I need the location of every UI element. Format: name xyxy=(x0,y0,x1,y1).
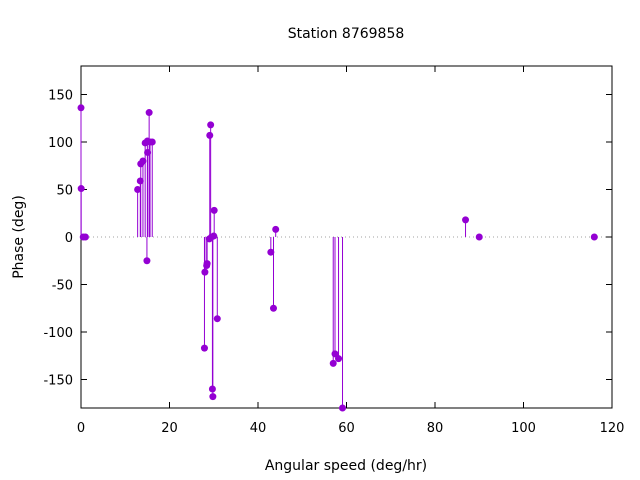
y-tick-label: -100 xyxy=(43,326,73,341)
data-point xyxy=(475,233,483,241)
y-tick-label: 50 xyxy=(56,184,73,199)
data-point xyxy=(77,185,85,193)
data-point xyxy=(200,344,208,352)
data-point xyxy=(462,216,470,224)
data-point xyxy=(590,233,598,241)
data-point xyxy=(272,225,280,233)
data-point xyxy=(139,157,147,165)
data-point xyxy=(145,109,153,117)
x-tick-label: 80 xyxy=(427,421,444,436)
data-point xyxy=(335,355,343,363)
data-point xyxy=(144,148,152,156)
data-point xyxy=(209,393,217,401)
y-tick-label: -50 xyxy=(52,279,73,294)
data-points xyxy=(77,104,598,412)
data-point xyxy=(210,232,218,240)
data-point xyxy=(81,233,89,241)
data-impulses xyxy=(80,107,467,408)
data-point xyxy=(269,304,277,312)
data-point xyxy=(143,257,151,265)
data-point xyxy=(206,131,214,139)
y-tick-label: -150 xyxy=(43,374,73,389)
x-axis-ticks: 0 20 40 60 80 100 120 xyxy=(77,66,625,436)
data-point xyxy=(210,206,218,214)
data-point xyxy=(148,138,156,146)
data-point xyxy=(213,315,221,323)
x-tick-label: 40 xyxy=(250,421,267,436)
x-tick-label: 20 xyxy=(161,421,178,436)
x-tick-label: 100 xyxy=(511,421,536,436)
x-axis-label: Angular speed (deg/hr) xyxy=(265,458,427,474)
x-tick-label: 0 xyxy=(77,421,85,436)
data-point xyxy=(203,260,211,268)
y-axis-label: Phase (deg) xyxy=(11,195,27,279)
y-tick-label: 150 xyxy=(48,89,73,104)
data-point xyxy=(136,177,144,185)
data-point xyxy=(267,248,275,256)
data-point xyxy=(201,268,209,276)
data-point xyxy=(329,359,337,367)
data-point xyxy=(77,104,85,112)
data-point xyxy=(134,186,142,193)
y-tick-label: 100 xyxy=(48,136,73,151)
x-tick-label: 120 xyxy=(600,421,625,436)
chart-title: Station 8769858 xyxy=(288,26,405,42)
data-point xyxy=(207,121,215,129)
y-axis-ticks: -150 -100 -50 0 50 100 150 xyxy=(43,89,612,389)
data-point xyxy=(339,404,347,412)
plot-frame xyxy=(80,65,613,409)
x-tick-label: 60 xyxy=(338,421,355,436)
y-tick-label: 0 xyxy=(65,231,73,246)
data-point xyxy=(208,385,216,393)
